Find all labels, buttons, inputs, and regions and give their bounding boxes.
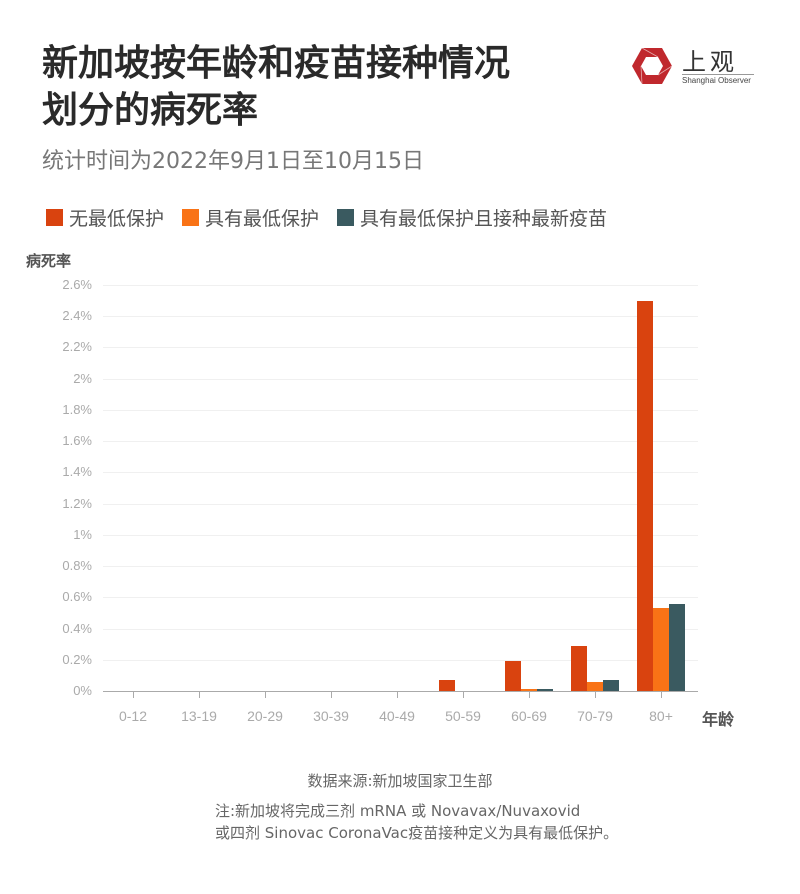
bar-70-79-series-2 [603,680,619,691]
y-tick-label: 0% [73,683,92,698]
legend-item-no-protection: 无最低保护 [46,204,164,231]
y-tick-label: 0.2% [62,652,92,667]
gridline [103,379,698,380]
y-tick-label: 2.4% [62,308,92,323]
x-tick-label: 0-12 [118,708,148,724]
y-tick-label: 1.2% [62,496,92,511]
footnote-line-1: 注:新加坡将完成三剂 mRNA 或 Novavax/Nuvaxovid [215,802,581,820]
y-tick-label: 2.6% [62,277,92,292]
gridline [103,316,698,317]
footnote-line-2: 或四剂 Sinovac CoronaVac疫苗接种定义为具有最低保护。 [215,824,619,842]
gridline [103,347,698,348]
y-tick-label: 0.6% [62,589,92,604]
gridline [103,410,698,411]
gridline [103,566,698,567]
x-tick-label: 20-29 [247,708,283,724]
y-tick-label: 0.8% [62,558,92,573]
x-tick [199,692,200,698]
x-tick-label: 50-59 [445,708,481,724]
title-line-1: 新加坡按年龄和疫苗接种情况 [42,43,511,84]
x-tick-label: 40-49 [379,708,415,724]
bar-60-69-series-2 [537,689,553,691]
x-tick-label: 30-39 [313,708,349,724]
bar-70-79-series-1 [587,682,603,691]
y-tick-label: 1.8% [62,402,92,417]
gridline [103,597,698,598]
legend-item-minimum-protection-updated: 具有最低保护且接种最新疫苗 [337,204,607,231]
x-tick-label: 13-19 [181,708,217,724]
bar-70-79-series-0 [571,646,587,691]
x-tick [463,692,464,698]
y-tick-label: 2.2% [62,339,92,354]
y-tick-label: 1.4% [62,464,92,479]
x-tick [331,692,332,698]
y-axis-title: 病死率 [26,252,72,270]
chart-subtitle: 统计时间为2022年9月1日至10月15日 [42,149,424,174]
legend-label: 无最低保护 [69,208,165,230]
gridline [103,441,698,442]
chart-title: 新加坡按年龄和疫苗接种情况 划分的病死率 [42,40,510,134]
bar-80+-series-2 [669,604,685,691]
legend-label: 具有最低保护 [205,208,320,230]
logo-divider [682,74,754,75]
x-tick-label: 80+ [649,708,673,724]
x-tick-label: 60-69 [511,708,547,724]
bar-60-69-series-0 [505,661,521,691]
x-axis-line [103,691,698,692]
shanghai-observer-logo: 上观 Shanghai Observer [632,40,762,90]
gridline [103,660,698,661]
legend-item-minimum-protection: 具有最低保护 [182,204,319,231]
y-tick-label: 1% [73,527,92,542]
chart-legend: 无最低保护 具有最低保护 具有最低保护且接种最新疫苗 [46,204,625,231]
data-source: 数据来源:新加坡国家卫生部 [307,772,493,790]
legend-swatch [46,209,63,226]
logo-chinese-name: 上观 [682,48,738,76]
gridline [103,504,698,505]
gridline [103,629,698,630]
legend-swatch [337,209,355,226]
bar-60-69-series-1 [521,689,537,691]
x-tick-label: 70-79 [577,708,613,724]
title-line-2: 划分的病死率 [42,90,259,131]
x-tick [595,692,596,698]
x-axis-title: 年龄 [702,710,735,729]
bar-80+-series-1 [653,608,669,691]
y-tick-label: 0.4% [62,621,92,636]
legend-swatch [182,209,200,226]
gridline [103,535,698,536]
bar-50-59-series-0 [439,680,455,691]
legend-label: 具有最低保护且接种最新疫苗 [360,208,608,230]
y-tick-label: 1.6% [62,433,92,448]
x-tick [529,692,530,698]
hexagon-logo-icon [632,47,672,85]
x-tick [265,692,266,698]
x-tick [397,692,398,698]
x-tick [133,692,134,698]
bar-80+-series-0 [637,301,653,691]
x-tick [661,692,662,698]
logo-english-name: Shanghai Observer [682,76,751,85]
y-tick-label: 2% [73,371,92,386]
gridline [103,472,698,473]
footnote: 注:新加坡将完成三剂 mRNA 或 Novavax/Nuvaxovid 或四剂 … [215,800,618,844]
gridline [103,285,698,286]
